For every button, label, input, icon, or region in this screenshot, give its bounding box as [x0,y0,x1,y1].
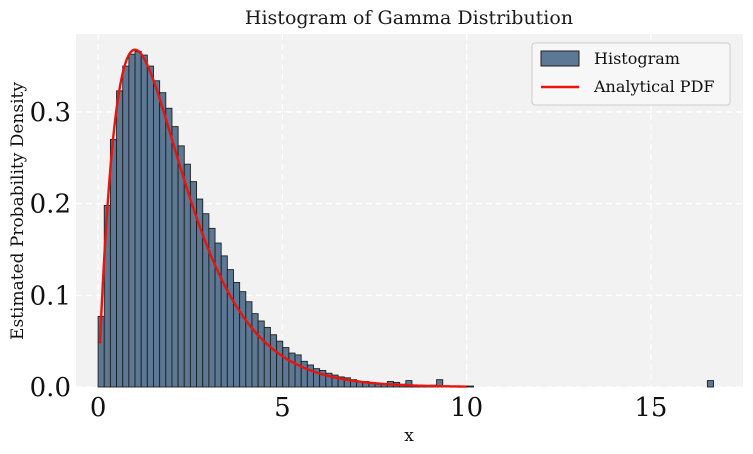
histogram-bar [134,50,142,388]
x-axis-label: x [404,426,414,446]
analytical-pdf-line [98,48,467,388]
histogram-bar [276,340,284,388]
x-tick-label: 5 [274,393,291,423]
histogram-bar [233,282,241,388]
y-axis-label: Estimated Probability Density [8,82,28,340]
legend-label-pdf: Analytical PDF [593,77,715,96]
x-tick-label: 10 [450,393,483,423]
histogram-bar [109,138,118,388]
histogram-bar [257,320,265,388]
histogram-bar [706,380,714,388]
histogram-bar [128,53,136,388]
y-tick-label: 0.0 [30,373,71,403]
histogram-bar [251,313,259,388]
histogram-bar [239,291,247,388]
histogram-bar [116,90,124,388]
histogram-bar [122,65,130,388]
y-tick-label: 0.3 [30,98,71,128]
x-axis-ticks: 0 5 10 15 [90,393,668,423]
histogram-bar [288,352,296,388]
legend-label-histogram: Histogram [594,49,680,68]
histogram-bars [97,50,714,388]
legend-box [531,42,731,106]
x-tick-label: 0 [90,393,107,423]
histogram-bar [466,385,474,388]
histogram-bar [220,255,228,388]
histogram-bar [245,301,253,388]
histogram-bar [159,92,167,388]
legend: Histogram Analytical PDF [531,42,731,106]
y-axis-ticks: 0.0 0.1 0.2 0.3 [30,98,71,403]
histogram-bar [300,360,308,388]
x-tick-label: 15 [634,393,667,423]
legend-swatch-histogram [540,50,580,67]
chart-title: Histogram of Gamma Distribution [245,7,573,29]
histogram-bar [226,269,234,388]
histogram-bar [263,326,271,388]
histogram-bar [282,347,290,388]
histogram-bar [153,80,161,388]
histogram-bar [171,126,179,388]
histogram-bar [294,354,302,388]
histogram-bar [165,107,173,388]
histogram-bar [269,334,278,388]
histogram-bar [177,145,185,388]
y-tick-label: 0.1 [30,281,71,311]
histogram-bar [140,54,148,388]
histogram-bar [405,380,413,388]
histogram-bar [146,65,154,388]
y-tick-label: 0.2 [30,190,71,220]
